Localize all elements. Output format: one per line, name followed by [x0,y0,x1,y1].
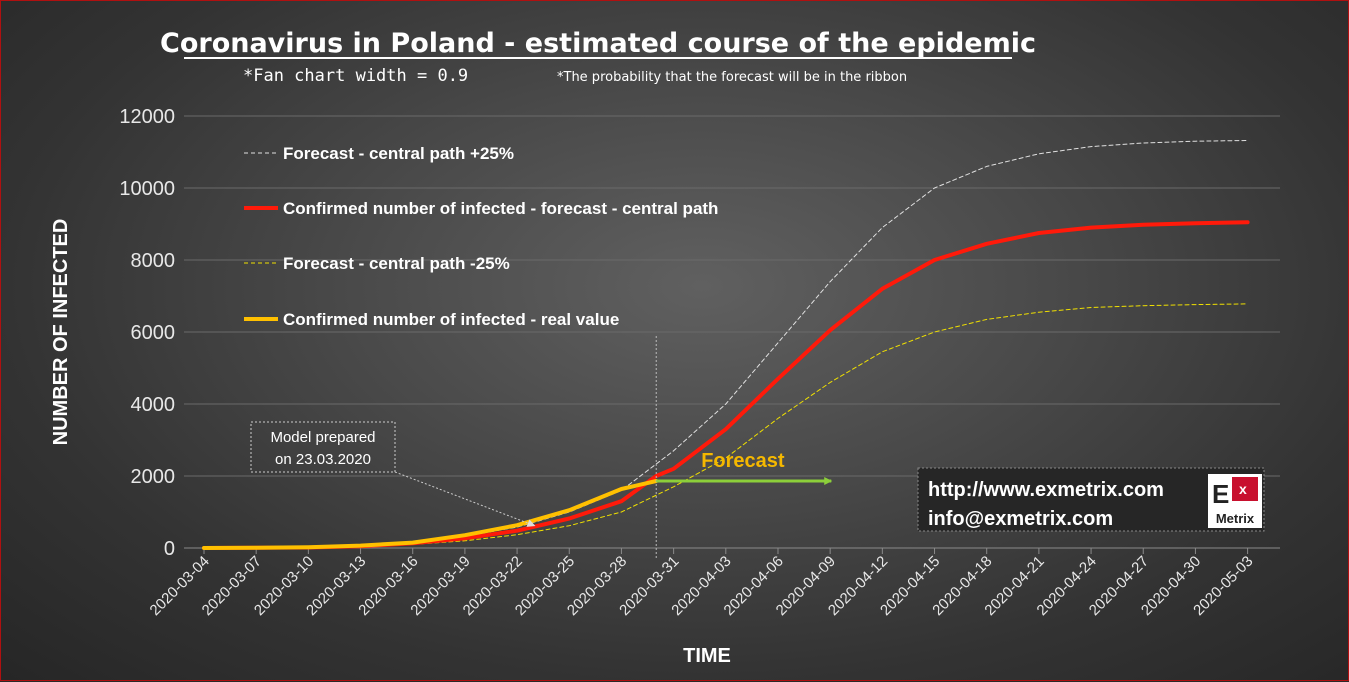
callout-line1: Model prepared [270,429,375,446]
legend: Forecast - central path +25% Confirmed nu… [244,144,718,329]
callout-box [250,421,396,473]
y-axis-label: NUMBER OF INFECTED [50,219,72,446]
y-tick-label: 12000 [119,106,175,128]
legend-label: Confirmed number of infected - forecast … [283,199,718,218]
probability-note: *The probability that the forecast will … [557,70,907,85]
forecast-marker: Forecast [655,336,833,558]
contact-box-frame [917,467,1265,532]
chart-title: Coronavirus in Poland - estimated course… [160,28,1036,59]
y-tick-label: 8000 [131,250,176,272]
logo-letter: E [1212,479,1229,509]
exmetrix-logo: E x Metrix [1208,474,1262,528]
legend-label: Confirmed number of infected - real valu… [283,310,619,329]
logo-superscript: x [1239,481,1247,497]
logo-name: Metrix [1216,511,1255,526]
contact-url: http://www.exmetrix.com [928,479,1164,501]
contact-box: http://www.exmetrix.com info@exmetrix.co… [917,467,1265,532]
model-callout: Model prepared on 23.03.2020 [250,421,536,527]
series-group [202,140,1250,550]
gridlines [184,115,1280,549]
forecast-label: Forecast [701,450,785,472]
legend-label: Forecast - central path +25% [283,144,514,163]
fan-width-note: *Fan chart width = 0.9 [243,66,468,86]
x-axis-ticks: 2020-03-042020-03-072020-03-102020-03-13… [147,548,1256,619]
legend-label: Forecast - central path -25% [283,254,510,273]
y-tick-label: 0 [164,538,175,560]
y-tick-label: 6000 [131,322,176,344]
y-tick-label: 4000 [131,394,176,416]
callout-line2: on 23.03.2020 [275,451,371,468]
y-axis-ticks: 0 2000 4000 6000 8000 10000 12000 [119,106,175,560]
contact-email: info@exmetrix.com [928,508,1113,530]
y-tick-label: 10000 [119,178,175,200]
series-line-real [202,479,659,550]
callout-pointer [394,471,536,527]
y-tick-label: 2000 [131,466,176,488]
x-axis-label: TIME [683,645,731,667]
logo-red-square [1232,477,1258,501]
